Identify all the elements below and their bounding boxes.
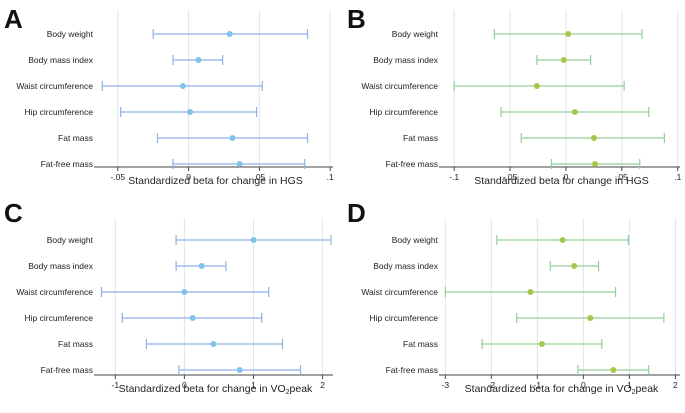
category-label: Hip circumference xyxy=(370,313,439,323)
point-estimate xyxy=(195,57,202,63)
point-estimate xyxy=(250,237,257,243)
x-tick-label: 1 xyxy=(627,380,632,390)
x-tick-label: -1 xyxy=(111,380,119,390)
x-tick-label: 0 xyxy=(581,380,586,390)
point-estimate xyxy=(587,315,594,321)
category-label: Hip circumference xyxy=(25,313,94,323)
category-label: Waist circumference xyxy=(16,287,93,297)
point-estimate xyxy=(226,31,233,37)
x-axis-title: Standardized beta for change in VO2peak xyxy=(119,383,313,396)
point-estimate xyxy=(189,315,196,321)
category-label: Fat-free mass xyxy=(41,365,93,375)
point-estimate xyxy=(610,367,617,373)
x-axis-title: Standardized beta for change in VO2peak xyxy=(465,383,659,396)
category-label: Body weight xyxy=(392,235,439,245)
point-estimate xyxy=(571,109,578,115)
point-estimate xyxy=(565,31,572,37)
panel-letter-d: D xyxy=(347,198,366,228)
point-estimate xyxy=(210,341,217,347)
x-tick-label: -1 xyxy=(534,380,542,390)
x-axis-title-main: Standardized beta for change in HGS xyxy=(474,175,649,187)
category-label: Body weight xyxy=(47,235,94,245)
x-tick-label: .05 xyxy=(253,172,265,182)
point-estimate xyxy=(527,289,534,295)
x-axis-title-main: Standardized beta for change in HGS xyxy=(128,175,303,187)
category-label: Body mass index xyxy=(28,261,93,271)
category-label: Waist circumference xyxy=(16,81,93,91)
x-tick-label: -3 xyxy=(442,380,450,390)
x-tick-label: -.05 xyxy=(503,172,518,182)
category-label: Body mass index xyxy=(28,55,93,65)
x-axis-title-tail: peak xyxy=(290,383,314,395)
category-label: Hip circumference xyxy=(370,107,439,117)
point-estimate xyxy=(571,263,578,269)
point-estimate xyxy=(592,161,599,167)
category-label: Hip circumference xyxy=(25,107,94,117)
point-estimate xyxy=(198,263,205,269)
point-estimate xyxy=(533,83,540,89)
x-tick-label: 0 xyxy=(564,172,569,182)
point-estimate xyxy=(590,135,597,141)
x-tick-label: .1 xyxy=(327,172,334,182)
panel-letter-c: C xyxy=(4,198,23,228)
point-estimate xyxy=(559,237,566,243)
point-estimate xyxy=(179,83,186,89)
x-axis-title: Standardized beta for change in HGS xyxy=(128,175,303,187)
category-label: Body weight xyxy=(47,29,94,39)
point-estimate xyxy=(560,57,567,63)
x-axis-title: Standardized beta for change in HGS xyxy=(474,175,649,187)
x-tick-label: -.05 xyxy=(110,172,125,182)
category-label: Fat mass xyxy=(403,339,438,349)
panel-letter-a: A xyxy=(4,4,23,34)
point-estimate xyxy=(236,367,243,373)
panel-letter-b: B xyxy=(347,4,366,34)
point-estimate xyxy=(181,289,188,295)
x-tick-label: .05 xyxy=(616,172,628,182)
category-label: Body mass index xyxy=(373,261,438,271)
category-label: Body weight xyxy=(392,29,439,39)
category-label: Fat mass xyxy=(58,133,93,143)
category-label: Fat mass xyxy=(58,339,93,349)
category-label: Waist circumference xyxy=(361,81,438,91)
point-estimate xyxy=(187,109,194,115)
x-axis-title-main: Standardized beta for change in VO xyxy=(465,383,632,395)
panel-b: B -.1 -.05 0 .05 .1 Standardized beta for cha… xyxy=(347,4,682,187)
x-tick-label: 1 xyxy=(251,380,256,390)
category-label: Fat mass xyxy=(403,133,438,143)
category-label: Waist circumference xyxy=(361,287,438,297)
x-tick-label: 2 xyxy=(673,380,678,390)
category-label: Fat-free mass xyxy=(386,365,438,375)
x-tick-label: 0 xyxy=(186,172,191,182)
category-label: Body mass index xyxy=(373,55,438,65)
x-tick-label: 0 xyxy=(182,380,187,390)
x-tick-label: 2 xyxy=(320,380,325,390)
x-axis-title-subscript: 2 xyxy=(632,389,636,396)
x-tick-label: -.1 xyxy=(449,172,459,182)
point-estimate xyxy=(236,161,243,167)
point-estimate xyxy=(538,341,545,347)
point-estimate xyxy=(229,135,236,141)
category-label: Fat-free mass xyxy=(386,159,438,169)
x-axis-title-tail: peak xyxy=(636,383,660,395)
x-tick-label: .1 xyxy=(674,172,681,182)
x-axis-title-main: Standardized beta for change in VO xyxy=(119,383,286,395)
panel-a: A -.05 0 .05 .1 Standardized beta for change… xyxy=(4,4,334,187)
x-axis-title-subscript: 2 xyxy=(286,389,290,396)
x-tick-label: -2 xyxy=(488,380,496,390)
category-label: Fat-free mass xyxy=(41,159,93,169)
